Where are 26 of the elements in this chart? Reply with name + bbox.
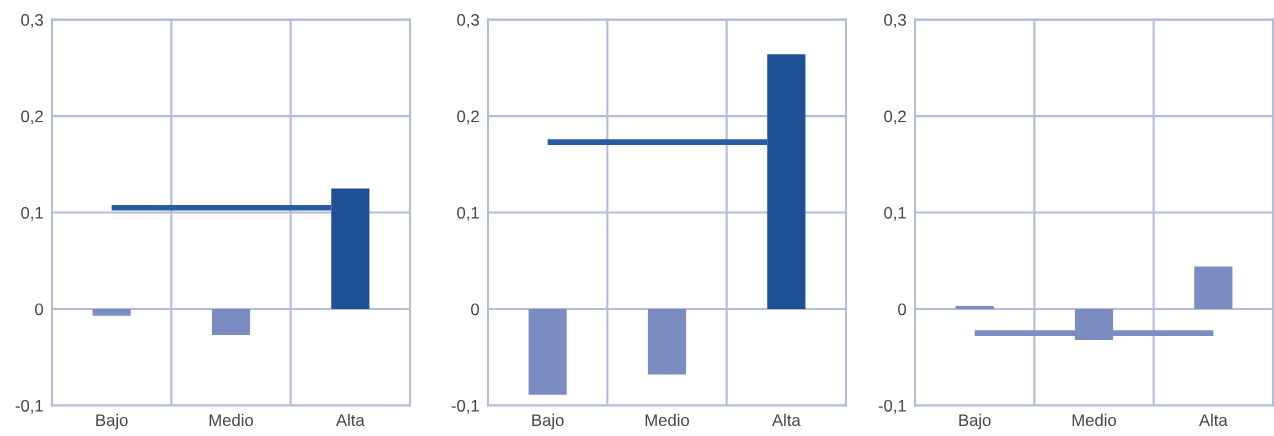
y-tick-label: 0,3 [21,14,43,28]
x-tick-label: Alta [772,413,801,427]
y-tick-label: 0 [35,303,44,316]
bar [955,306,994,310]
y-tick-label: 0,2 [457,110,479,125]
y-tick-label: 0 [898,303,907,316]
y-tick-label: 0,1 [884,206,906,221]
x-tick-label: Bajo [959,413,991,430]
x-tick-label: Alta [336,413,365,427]
y-tick-label: 0,2 [884,110,906,125]
x-tick-label: Medio [1072,413,1116,427]
y-tick-label: -0,1 [878,399,906,414]
x-tick-label: Bajo [96,413,128,430]
y-tick-label: 0,2 [21,110,43,125]
y-tick-label: -0,1 [15,399,43,414]
y-tick-label: 0,3 [457,14,479,28]
bar [1194,266,1233,310]
y-tick-label: 0,1 [457,206,479,221]
x-tick-label: Medio [209,413,253,427]
y-tick-label: 0,1 [21,206,43,221]
y-tick-label: 0,3 [884,14,906,28]
y-tick-label: -0,1 [451,399,479,414]
x-tick-label: Medio [645,413,689,427]
y-tick-label: 0 [471,303,480,316]
x-tick-label: Bajo [532,413,564,430]
x-tick-label: Alta [1199,413,1228,427]
